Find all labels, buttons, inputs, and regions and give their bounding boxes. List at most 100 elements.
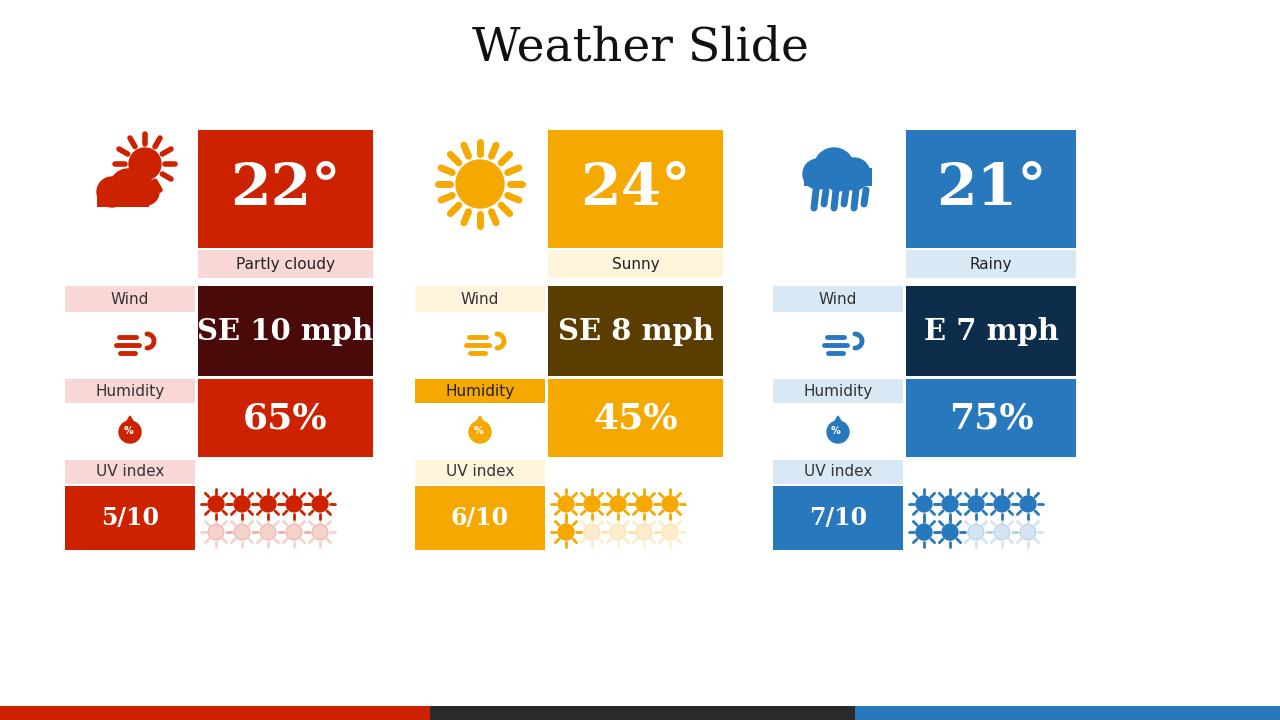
Polygon shape (828, 416, 847, 432)
Text: Humidity: Humidity (96, 384, 165, 398)
Circle shape (133, 179, 159, 205)
FancyBboxPatch shape (548, 286, 723, 376)
Text: E 7 mph: E 7 mph (924, 317, 1059, 346)
Text: Wind: Wind (461, 292, 499, 307)
FancyBboxPatch shape (198, 379, 372, 457)
Circle shape (97, 177, 127, 207)
Circle shape (584, 524, 600, 540)
Text: 75%: 75% (948, 401, 1033, 435)
FancyBboxPatch shape (548, 379, 723, 457)
Circle shape (995, 524, 1010, 540)
Polygon shape (471, 416, 489, 432)
FancyBboxPatch shape (855, 706, 1280, 720)
Text: Wind: Wind (111, 292, 150, 307)
Text: Wind: Wind (819, 292, 858, 307)
FancyBboxPatch shape (773, 486, 902, 550)
Text: UV index: UV index (445, 464, 515, 480)
Circle shape (968, 524, 984, 540)
Circle shape (209, 524, 224, 540)
FancyBboxPatch shape (65, 486, 195, 550)
FancyBboxPatch shape (804, 168, 872, 186)
FancyBboxPatch shape (65, 379, 195, 403)
Text: Weather Slide: Weather Slide (471, 25, 809, 71)
Polygon shape (120, 416, 140, 432)
Circle shape (814, 148, 854, 188)
Circle shape (260, 524, 276, 540)
Circle shape (129, 148, 161, 180)
FancyBboxPatch shape (65, 286, 195, 312)
Circle shape (827, 421, 849, 443)
FancyBboxPatch shape (415, 286, 545, 312)
Text: SE 8 mph: SE 8 mph (558, 317, 713, 346)
Circle shape (662, 496, 678, 512)
FancyBboxPatch shape (906, 286, 1076, 376)
Circle shape (636, 524, 652, 540)
Circle shape (558, 496, 573, 512)
Circle shape (260, 496, 276, 512)
Circle shape (584, 496, 600, 512)
Text: 45%: 45% (593, 401, 678, 435)
Text: Humidity: Humidity (804, 384, 873, 398)
Text: 6/10: 6/10 (451, 506, 509, 530)
Circle shape (285, 496, 302, 512)
Circle shape (1020, 524, 1036, 540)
FancyBboxPatch shape (0, 706, 430, 720)
Circle shape (636, 496, 652, 512)
Circle shape (209, 496, 224, 512)
Text: 21°: 21° (936, 161, 1046, 217)
Circle shape (838, 158, 870, 190)
Text: Rainy: Rainy (970, 256, 1012, 271)
FancyBboxPatch shape (97, 189, 148, 207)
Circle shape (995, 496, 1010, 512)
Text: SE 10 mph: SE 10 mph (197, 317, 374, 346)
Text: %: % (831, 426, 841, 436)
Text: UV index: UV index (96, 464, 164, 480)
Circle shape (1020, 496, 1036, 512)
Circle shape (826, 167, 850, 191)
FancyBboxPatch shape (548, 130, 723, 248)
Circle shape (312, 496, 328, 512)
Circle shape (942, 524, 957, 540)
FancyBboxPatch shape (198, 130, 372, 248)
Circle shape (803, 159, 833, 189)
FancyBboxPatch shape (430, 706, 855, 720)
Circle shape (119, 421, 141, 443)
Circle shape (110, 169, 146, 205)
Circle shape (285, 524, 302, 540)
Text: %: % (474, 426, 483, 436)
Circle shape (312, 524, 328, 540)
FancyBboxPatch shape (415, 379, 545, 403)
Text: 65%: 65% (243, 401, 328, 435)
Text: Humidity: Humidity (445, 384, 515, 398)
FancyBboxPatch shape (906, 250, 1076, 278)
FancyBboxPatch shape (548, 250, 723, 278)
FancyBboxPatch shape (773, 379, 902, 403)
Text: 24°: 24° (580, 161, 691, 217)
FancyBboxPatch shape (415, 486, 545, 550)
FancyBboxPatch shape (415, 460, 545, 484)
Circle shape (662, 524, 678, 540)
FancyBboxPatch shape (906, 130, 1076, 248)
Circle shape (611, 524, 626, 540)
Circle shape (558, 524, 573, 540)
Text: Sunny: Sunny (612, 256, 659, 271)
FancyBboxPatch shape (773, 460, 902, 484)
Circle shape (916, 524, 932, 540)
Circle shape (468, 421, 492, 443)
Circle shape (968, 496, 984, 512)
Text: 7/10: 7/10 (809, 506, 867, 530)
Circle shape (942, 496, 957, 512)
Text: Partly cloudy: Partly cloudy (236, 256, 335, 271)
FancyBboxPatch shape (773, 286, 902, 312)
FancyBboxPatch shape (198, 250, 372, 278)
FancyBboxPatch shape (906, 379, 1076, 457)
Circle shape (234, 496, 250, 512)
FancyBboxPatch shape (198, 286, 372, 376)
Text: UV index: UV index (804, 464, 872, 480)
Text: 22°: 22° (230, 161, 340, 217)
Circle shape (234, 524, 250, 540)
Circle shape (456, 160, 504, 208)
Text: %: % (123, 426, 133, 436)
FancyBboxPatch shape (65, 460, 195, 484)
Text: 5/10: 5/10 (101, 506, 159, 530)
